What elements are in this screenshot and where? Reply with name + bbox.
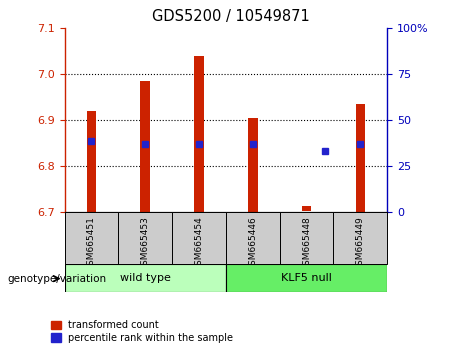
Text: GSM665448: GSM665448 xyxy=(302,216,311,271)
Text: genotype/variation: genotype/variation xyxy=(7,274,106,284)
Text: KLF5 null: KLF5 null xyxy=(281,273,332,283)
Text: GSM665451: GSM665451 xyxy=(87,216,96,271)
Bar xyxy=(140,81,150,212)
Bar xyxy=(248,118,258,212)
Bar xyxy=(65,212,118,264)
Text: GSM665454: GSM665454 xyxy=(195,216,203,271)
Text: GSM665449: GSM665449 xyxy=(356,216,365,271)
Bar xyxy=(226,212,280,264)
Legend: transformed count, percentile rank within the sample: transformed count, percentile rank withi… xyxy=(51,320,233,343)
Bar xyxy=(355,104,365,212)
Bar xyxy=(118,212,172,264)
Text: GSM665453: GSM665453 xyxy=(141,216,150,271)
Bar xyxy=(226,264,387,292)
Text: wild type: wild type xyxy=(120,273,171,283)
Text: GDS5200 / 10549871: GDS5200 / 10549871 xyxy=(152,9,309,24)
Bar xyxy=(333,212,387,264)
Bar xyxy=(280,212,333,264)
Text: GSM665446: GSM665446 xyxy=(248,216,257,271)
Bar xyxy=(194,56,204,212)
Bar xyxy=(65,264,226,292)
Bar xyxy=(87,111,96,212)
Bar xyxy=(172,212,226,264)
Bar xyxy=(301,206,311,211)
